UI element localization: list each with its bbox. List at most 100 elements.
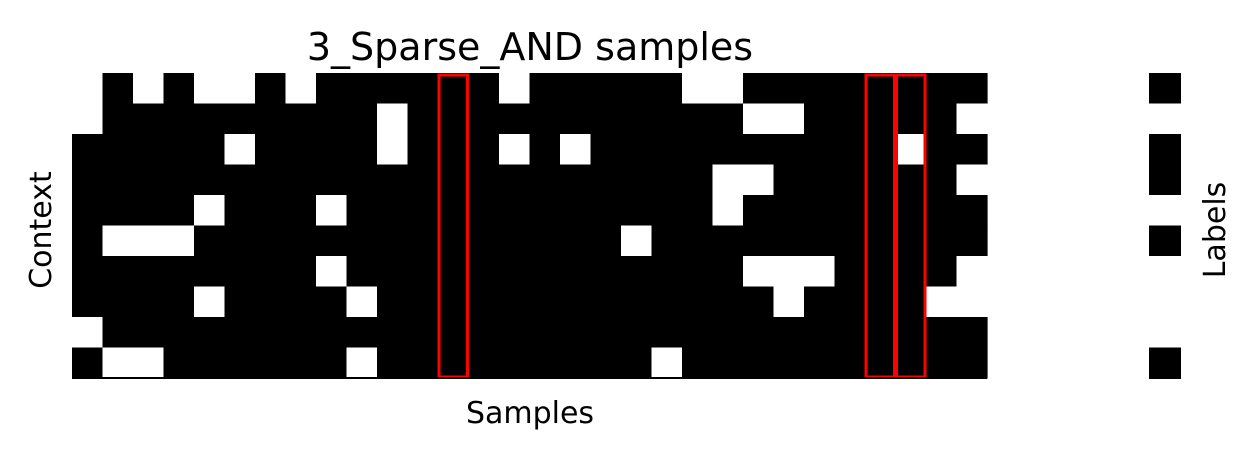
heatmap-cell xyxy=(743,164,775,196)
heatmap-cell xyxy=(834,103,866,135)
heatmap-cell xyxy=(834,225,866,257)
heatmap-cell xyxy=(163,286,195,318)
heatmap-cell xyxy=(194,164,226,196)
heatmap-cell xyxy=(773,73,805,105)
heatmap-cell xyxy=(102,134,134,166)
heatmap-cell xyxy=(438,347,470,379)
heatmap-cell xyxy=(804,134,836,166)
heatmap-cell xyxy=(285,195,317,227)
heatmap-cell xyxy=(651,134,683,166)
heatmap-cell xyxy=(682,73,714,105)
heatmap-cell xyxy=(621,286,653,318)
heatmap-cell xyxy=(529,317,561,349)
heatmap-cell xyxy=(651,347,683,379)
heatmap-cell xyxy=(529,256,561,288)
heatmap-cell xyxy=(560,134,592,166)
heatmap-cell xyxy=(743,317,775,349)
heatmap-cell xyxy=(956,73,988,105)
heatmap-cell xyxy=(72,347,104,379)
heatmap-cell xyxy=(407,195,439,227)
heatmap-cell xyxy=(499,317,531,349)
heatmap-cell xyxy=(926,347,958,379)
heatmap-cell xyxy=(163,134,195,166)
heatmap-cell xyxy=(346,225,378,257)
heatmap-cell xyxy=(255,73,287,105)
heatmap-cell xyxy=(956,225,988,257)
heatmap-cell xyxy=(560,73,592,105)
heatmap-cell xyxy=(834,73,866,105)
heatmap-cell xyxy=(194,225,226,257)
heatmap-cell xyxy=(346,73,378,105)
heatmap-cell xyxy=(224,347,256,379)
heatmap-cell xyxy=(804,347,836,379)
heatmap-cell xyxy=(621,347,653,379)
heatmap-cell xyxy=(468,225,500,257)
heatmap-cell xyxy=(773,225,805,257)
heatmap-cell xyxy=(499,134,531,166)
heatmap-cell xyxy=(590,134,622,166)
heatmap-cell xyxy=(865,134,897,166)
heatmap-cell xyxy=(682,347,714,379)
heatmap-cell xyxy=(895,256,927,288)
heatmap-cell xyxy=(865,317,897,349)
heatmap-cell xyxy=(560,286,592,318)
label-cell xyxy=(1149,225,1181,257)
heatmap-cell xyxy=(255,256,287,288)
heatmap-cell xyxy=(163,103,195,135)
heatmap-cell xyxy=(529,286,561,318)
heatmap-cell xyxy=(804,225,836,257)
heatmap-cell xyxy=(438,225,470,257)
heatmap-cell xyxy=(712,134,744,166)
heatmap-cell xyxy=(529,164,561,196)
heatmap-cell xyxy=(743,73,775,105)
heatmap-cell xyxy=(468,195,500,227)
heatmap-cell xyxy=(682,164,714,196)
heatmap-cell xyxy=(438,317,470,349)
heatmap-cell xyxy=(407,73,439,105)
heatmap-cell xyxy=(895,164,927,196)
heatmap-cell xyxy=(895,317,927,349)
labels-axis-label: Labels xyxy=(1198,182,1233,279)
heatmap-cell xyxy=(316,256,348,288)
heatmap-cell xyxy=(316,134,348,166)
heatmap-cell xyxy=(163,195,195,227)
heatmap-cell xyxy=(926,317,958,349)
heatmap-cell xyxy=(255,286,287,318)
heatmap-cell xyxy=(529,134,561,166)
label-cell xyxy=(1149,195,1181,227)
heatmap-cell xyxy=(529,225,561,257)
heatmap-cell xyxy=(346,347,378,379)
heatmap-cell xyxy=(438,103,470,135)
heatmap-cell xyxy=(316,73,348,105)
heatmap-cell xyxy=(590,256,622,288)
heatmap-cell xyxy=(285,347,317,379)
heatmap-cell xyxy=(163,317,195,349)
heatmap-cell xyxy=(682,134,714,166)
heatmap-cell xyxy=(651,73,683,105)
sample-heatmap xyxy=(72,73,988,379)
heatmap-cell xyxy=(499,347,531,379)
heatmap-cell xyxy=(377,225,409,257)
heatmap-cell xyxy=(926,195,958,227)
heatmap-cell xyxy=(743,225,775,257)
heatmap-cell xyxy=(682,195,714,227)
label-cell xyxy=(1149,103,1181,135)
heatmap-cell xyxy=(163,164,195,196)
heatmap-cell xyxy=(590,73,622,105)
heatmap-cell xyxy=(285,134,317,166)
heatmap-cell xyxy=(377,195,409,227)
heatmap-cell xyxy=(590,347,622,379)
heatmap-cell xyxy=(377,317,409,349)
heatmap-cell xyxy=(163,347,195,379)
heatmap-cell xyxy=(773,103,805,135)
heatmap-cell xyxy=(316,103,348,135)
heatmap-cell xyxy=(804,286,836,318)
heatmap-cell xyxy=(316,225,348,257)
heatmap-cell xyxy=(102,225,134,257)
heatmap-cell xyxy=(194,73,226,105)
heatmap-cell xyxy=(804,317,836,349)
heatmap-cell xyxy=(102,347,134,379)
heatmap-cell xyxy=(72,134,104,166)
heatmap-cell xyxy=(590,286,622,318)
label-cell xyxy=(1149,73,1181,105)
